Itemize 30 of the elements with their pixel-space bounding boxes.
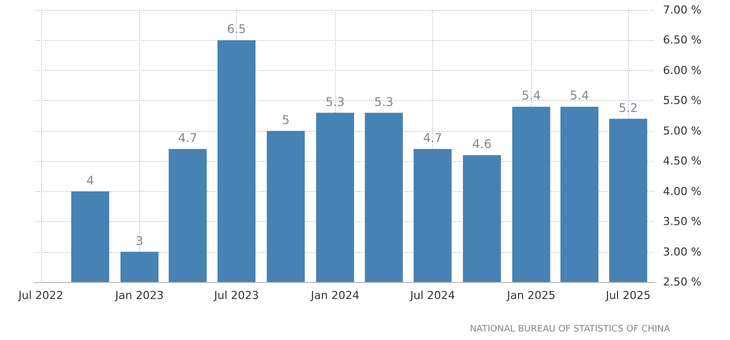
y-tick-label: 3.50 % (663, 215, 702, 228)
data-label: 4.7 (178, 131, 198, 146)
x-tick-label: Jan 2025 (506, 289, 556, 302)
y-tick-label: 2.50 % (663, 276, 702, 288)
x-tick-label: Jan 2024 (310, 289, 360, 302)
data-label: 5.4 (570, 88, 589, 103)
data-label: 5.4 (522, 88, 541, 103)
y-tick-label: 6.00 % (663, 64, 702, 77)
y-tick-label: 3.00 % (663, 245, 702, 258)
x-tick-label: Jul 2022 (18, 289, 64, 302)
data-label: 4.6 (472, 137, 492, 152)
text: NATIONAL BUREAU OF STATISTICS OF CHINA (470, 324, 671, 334)
data-label: 3 (136, 234, 144, 248)
data-label: 5 (282, 112, 290, 127)
data-label: 5.3 (374, 94, 394, 109)
x-tick-label: Jan 2023 (114, 289, 164, 302)
x-tick-label: Jul 2025 (604, 289, 651, 302)
data-label: 6.5 (226, 22, 246, 36)
data-label: 5.2 (618, 100, 638, 115)
y-tick-label: 5.50 % (663, 94, 702, 108)
y-tick-label: 5.00 % (663, 124, 702, 138)
data-label: 4.7 (423, 131, 442, 146)
y-tick-label: 4.50 % (663, 154, 702, 168)
data-label: 5.3 (326, 94, 345, 109)
y-tick-label: 4.00 % (663, 184, 702, 198)
y-tick-label: 6.50 % (663, 34, 702, 47)
y-tick-label: 7.00 % (663, 4, 702, 16)
x-tick-label: Jul 2023 (213, 289, 259, 302)
x-tick-label: Jul 2024 (409, 289, 455, 302)
data-label: 4 (86, 173, 94, 188)
